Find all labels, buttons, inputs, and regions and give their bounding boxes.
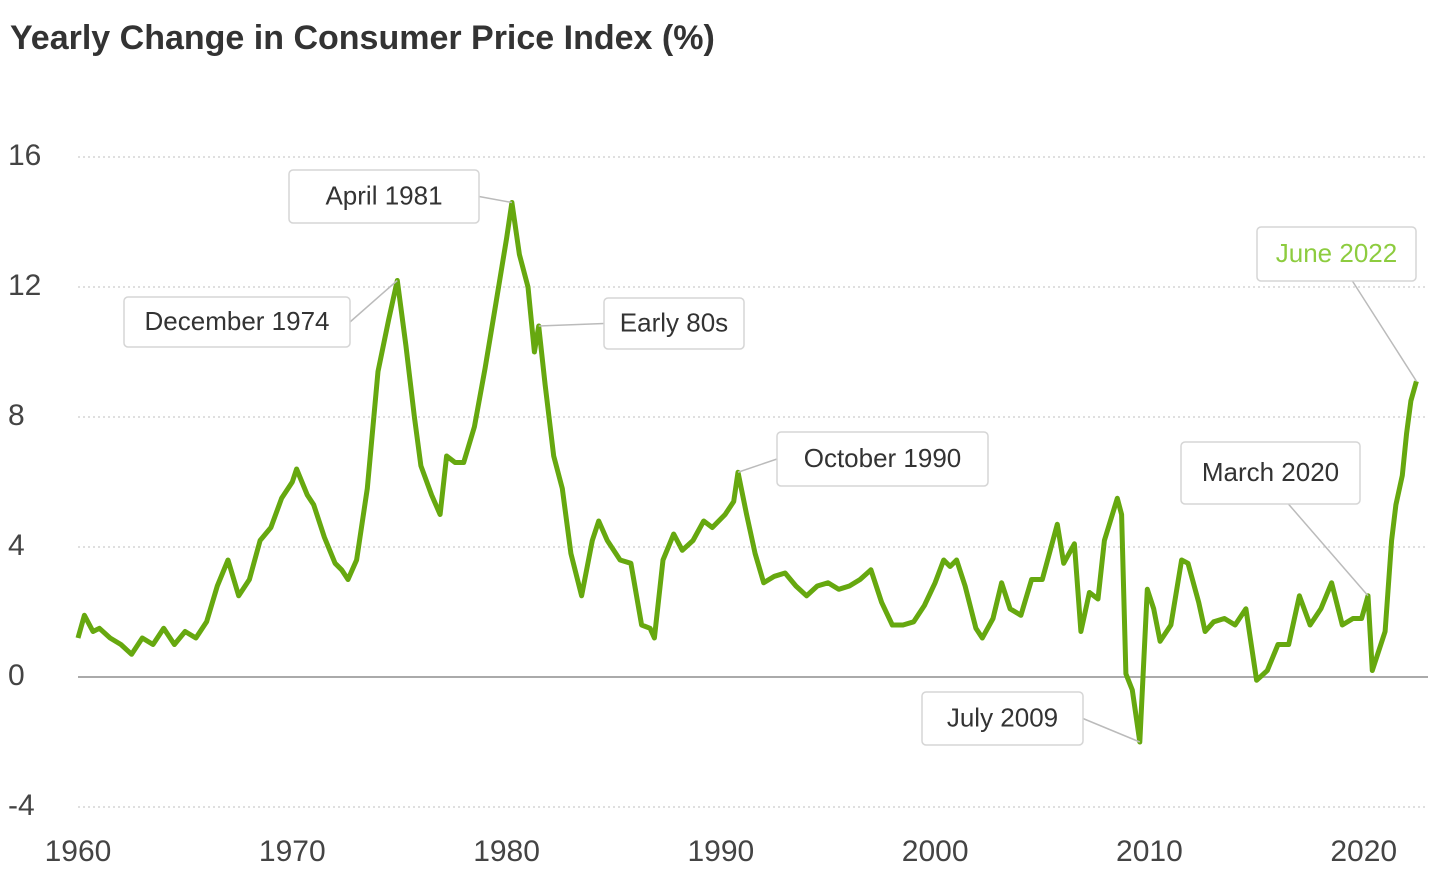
y-tick-label: 0 xyxy=(8,659,25,692)
annotation-leader xyxy=(349,279,398,323)
annotation-box xyxy=(123,296,351,348)
annotation-label: July 2009 xyxy=(947,702,1058,732)
y-tick-label: 8 xyxy=(8,399,25,432)
annotation-leader xyxy=(737,458,778,473)
x-tick-label: 2010 xyxy=(1116,835,1183,868)
annotation-label: March 2020 xyxy=(1202,457,1339,487)
annotation-box xyxy=(921,691,1084,746)
x-tick-label: 2000 xyxy=(902,835,969,868)
annotation-leader xyxy=(478,195,513,204)
chart-title: Yearly Change in Consumer Price Index (%… xyxy=(10,19,715,57)
annotation-label: December 1974 xyxy=(145,306,330,336)
x-tick-label: 1980 xyxy=(473,835,540,868)
annotation-leader xyxy=(1287,503,1369,597)
annotation-box xyxy=(776,431,989,487)
x-tick-label: 1970 xyxy=(259,835,326,868)
annotation-leader xyxy=(1351,280,1418,382)
annotation-box xyxy=(1256,226,1417,282)
annotation-box xyxy=(603,297,745,350)
y-tick-label: -4 xyxy=(8,789,35,822)
annotation-box xyxy=(288,169,480,224)
annotation-box xyxy=(1180,441,1361,505)
x-tick-label: 2020 xyxy=(1330,835,1397,868)
cpi-line xyxy=(75,200,1419,745)
annotation-label: Early 80s xyxy=(620,307,728,337)
y-tick-label: 4 xyxy=(8,529,25,562)
y-tick-label: 12 xyxy=(8,269,41,302)
annotation-label: April 1981 xyxy=(325,180,442,210)
x-tick-label: 1990 xyxy=(687,835,754,868)
annotation-label: June 2022 xyxy=(1276,238,1397,268)
x-tick-label: 1960 xyxy=(45,835,112,868)
y-tick-label: 16 xyxy=(8,139,41,172)
annotation-leader xyxy=(538,322,605,327)
annotation-label: October 1990 xyxy=(804,443,962,473)
annotation-leader xyxy=(1082,717,1141,743)
